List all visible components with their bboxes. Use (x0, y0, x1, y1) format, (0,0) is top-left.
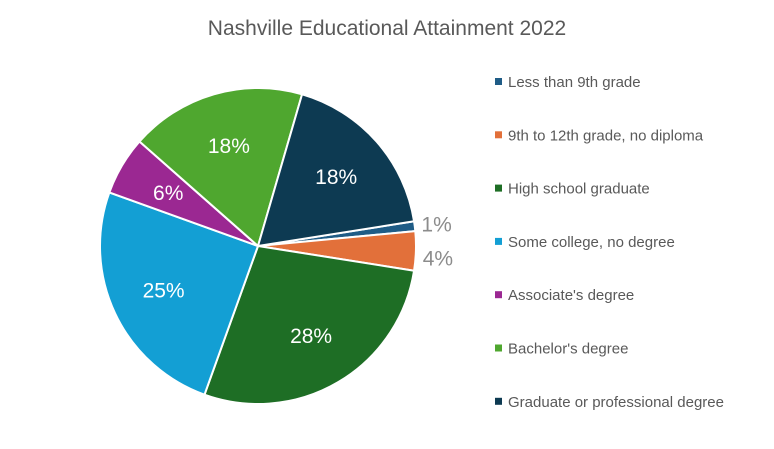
pie-slice-3 (203, 244, 416, 405)
data-label-3: 28% (290, 325, 332, 348)
legend-label-5: Associate's degree (508, 287, 634, 304)
legend-swatch-3 (495, 184, 502, 192)
data-label-5: 6% (153, 182, 183, 205)
data-label-1: 1% (421, 213, 451, 236)
legend-label-7: Graduate or professional degree (508, 394, 724, 411)
data-label-7: 18% (315, 166, 357, 189)
legend-label-1: Less than 9th grade (508, 74, 641, 91)
legend-label-3: High school graduate (508, 181, 650, 198)
legend-swatch-4 (495, 237, 502, 245)
chart-title: Nashville Educational Attainment 2022 (208, 17, 566, 40)
legend-swatch-2 (495, 131, 502, 139)
legend-swatch-1 (495, 78, 502, 85)
legend: Less than 9th grade 9th to 12th grade, no… (495, 74, 724, 411)
data-label-4: 25% (143, 279, 185, 302)
legend-label-4: Some college, no degree (508, 234, 675, 251)
legend-swatch-7 (495, 397, 502, 405)
legend-swatch-5 (495, 291, 502, 299)
legend-swatch-6 (495, 344, 502, 352)
pie-slice-4 (99, 191, 260, 396)
legend-label-6: Bachelor's degree (508, 341, 628, 358)
pie-slices (99, 87, 417, 405)
pie-slice-6 (138, 87, 304, 248)
pie-labels: 1% 4% 28% 25% 6% 18% 18% (143, 135, 453, 348)
legend-label-2: 9th to 12th grade, no diploma (508, 127, 704, 144)
data-label-2: 4% (423, 248, 453, 271)
pie-slice-7 (256, 93, 416, 248)
data-label-6: 18% (208, 135, 250, 158)
